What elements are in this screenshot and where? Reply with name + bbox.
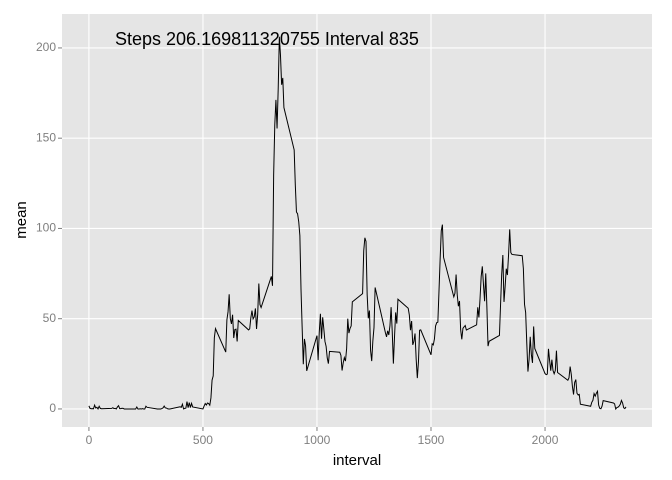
x-tick-label: 1000 — [304, 433, 331, 447]
grid — [62, 14, 652, 427]
y-axis-label: mean — [13, 201, 30, 239]
y-tick-label: 200 — [36, 40, 56, 54]
x-tick-label: 2000 — [532, 433, 559, 447]
annotation: Steps 206.169811320755 Interval 835 — [115, 29, 419, 49]
panel — [62, 14, 652, 427]
y-tick-label: 150 — [36, 130, 56, 144]
x-axis-label: interval — [333, 452, 381, 469]
marks — [88, 36, 627, 411]
y-tick-label: 50 — [43, 311, 57, 325]
x-tick-label: 1500 — [418, 433, 445, 447]
y-tick-label: 100 — [36, 221, 56, 235]
x-tick-label: 500 — [193, 433, 213, 447]
data-line — [88, 36, 627, 411]
y-tick-label: 0 — [49, 401, 56, 415]
x-tick-label: 0 — [86, 433, 93, 447]
